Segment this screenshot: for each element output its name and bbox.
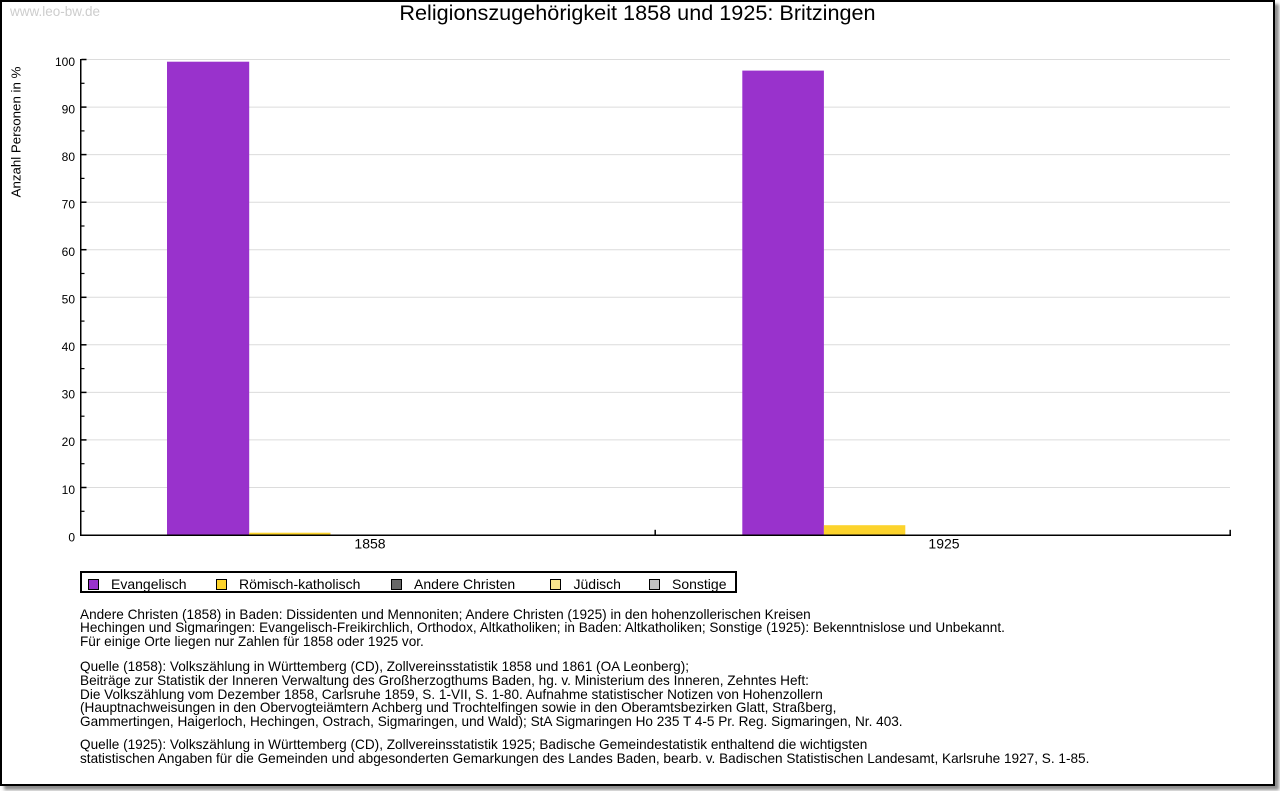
svg-text:70: 70 [62, 198, 76, 212]
svg-text:60: 60 [62, 245, 76, 259]
svg-text:50: 50 [62, 293, 76, 307]
svg-text:10: 10 [62, 483, 76, 497]
svg-text:20: 20 [62, 435, 76, 449]
svg-text:30: 30 [62, 388, 76, 402]
svg-text:1925: 1925 [928, 536, 959, 552]
svg-text:0: 0 [68, 530, 75, 544]
svg-text:1858: 1858 [354, 536, 385, 552]
svg-text:100: 100 [55, 55, 75, 69]
svg-text:90: 90 [62, 102, 76, 116]
svg-text:80: 80 [62, 150, 76, 164]
svg-text:40: 40 [62, 340, 76, 354]
